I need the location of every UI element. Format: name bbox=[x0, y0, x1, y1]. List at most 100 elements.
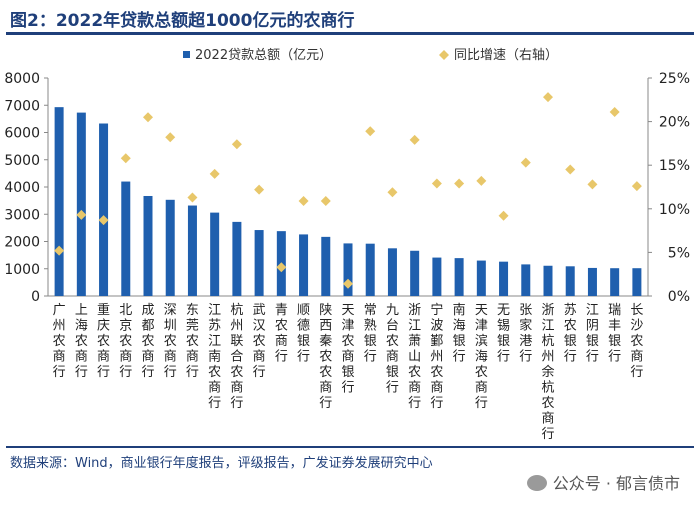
x-tick-label: 广州农商行 bbox=[53, 303, 66, 380]
bar bbox=[210, 212, 220, 296]
y-right-tick-label: 0% bbox=[668, 289, 690, 305]
growth-marker bbox=[498, 210, 509, 221]
growth-marker bbox=[365, 126, 376, 137]
y-left-tick-label: 7000 bbox=[4, 98, 40, 114]
bar bbox=[543, 265, 553, 296]
figure-title: 图2：2022年贷款总额超1000亿元的农商行 bbox=[10, 11, 355, 31]
growth-marker bbox=[431, 178, 442, 189]
x-tick-label: 瑞丰银行 bbox=[608, 303, 621, 365]
y-right-tick-label: 10% bbox=[659, 202, 690, 218]
growth-marker bbox=[520, 157, 531, 168]
x-tick-label: 长沙农商行 bbox=[630, 303, 643, 380]
bar bbox=[432, 257, 442, 296]
y-left-tick-label: 8000 bbox=[4, 71, 40, 87]
x-tick-label: 顺德银行 bbox=[297, 303, 310, 365]
bar bbox=[76, 112, 86, 296]
legend-marker-label: 同比增速（右轴） bbox=[454, 48, 558, 63]
growth-marker bbox=[631, 181, 642, 192]
x-tick-label: 成都农商行 bbox=[141, 303, 154, 380]
bar bbox=[121, 181, 131, 296]
x-tick-label: 东莞农商行 bbox=[186, 303, 199, 380]
x-tick-label: 上海农商行 bbox=[75, 303, 88, 380]
y-right-tick-label: 5% bbox=[668, 245, 690, 261]
y-right-tick-label: 15% bbox=[659, 158, 690, 174]
source-note: 数据来源：Wind，商业银行年度报告，评级报告，广发证券发展研究中心 bbox=[10, 456, 433, 471]
growth-marker bbox=[587, 179, 598, 190]
legend-marker-swatch bbox=[439, 50, 449, 60]
x-tick-label: 浙江杭州余杭农商行 bbox=[541, 303, 554, 442]
bar bbox=[387, 248, 397, 296]
watermark-text: 公众号 · 郁言债市 bbox=[552, 474, 680, 493]
x-tick-label: 杭州联合农商行 bbox=[230, 303, 243, 411]
growth-marker bbox=[565, 164, 576, 175]
bar bbox=[454, 258, 464, 296]
growth-marker bbox=[298, 195, 309, 206]
growth-marker bbox=[231, 139, 242, 150]
bar bbox=[99, 123, 109, 296]
growth-marker bbox=[143, 112, 153, 123]
growth-marker bbox=[76, 209, 87, 220]
x-tick-label: 江苏江南农商行 bbox=[208, 303, 221, 411]
growth-marker bbox=[276, 262, 287, 273]
growth-marker bbox=[254, 184, 265, 195]
bar bbox=[476, 260, 486, 296]
legend-bar-swatch bbox=[183, 51, 190, 58]
growth-marker bbox=[343, 278, 353, 289]
growth-marker bbox=[476, 175, 487, 186]
bar bbox=[254, 230, 264, 296]
y-left-tick-label: 4000 bbox=[4, 180, 40, 196]
bar bbox=[143, 195, 153, 296]
growth-marker bbox=[320, 195, 331, 206]
x-tick-label: 深圳农商行 bbox=[164, 303, 177, 380]
legend-bar-label: 2022贷款总额（亿元） bbox=[195, 48, 332, 63]
bar bbox=[410, 250, 420, 296]
x-tick-label: 浙江萧山农商行 bbox=[408, 303, 421, 411]
bar bbox=[610, 268, 620, 296]
growth-marker bbox=[120, 153, 131, 164]
x-tick-label: 江阴银行 bbox=[586, 303, 599, 365]
bar bbox=[499, 261, 509, 296]
bar bbox=[365, 243, 375, 296]
x-tick-label: 无锡银行 bbox=[497, 303, 510, 365]
x-tick-label: 青农商行 bbox=[275, 303, 288, 365]
y-left-tick-label: 1000 bbox=[4, 262, 40, 278]
bar bbox=[54, 107, 64, 296]
growth-marker bbox=[98, 215, 109, 226]
y-left-tick-label: 6000 bbox=[4, 126, 40, 142]
y-left-tick-label: 3000 bbox=[4, 207, 40, 223]
x-tick-label: 武汉农商行 bbox=[253, 303, 266, 380]
chart: 2022贷款总额（亿元） 同比增速（右轴） 0 1000 2000 3000 4000 500… bbox=[4, 48, 690, 442]
x-tick-label: 张家港行 bbox=[519, 303, 532, 365]
bottom-divider bbox=[6, 446, 694, 448]
bar bbox=[299, 234, 309, 296]
watermark: 公众号 · 郁言债市 bbox=[526, 470, 680, 494]
x-tick-label: 苏农银行 bbox=[564, 302, 577, 365]
bar bbox=[165, 199, 175, 296]
growth-marker bbox=[409, 134, 420, 145]
wechat-icon bbox=[526, 475, 547, 491]
bar bbox=[565, 266, 575, 296]
x-tick-label: 九台农商银行 bbox=[386, 303, 399, 396]
x-tick-label: 北京农商行 bbox=[119, 303, 132, 380]
bar bbox=[232, 221, 242, 296]
title-divider bbox=[6, 32, 694, 35]
x-tick-label: 常熟银行 bbox=[364, 303, 377, 365]
y-left-tick-label: 5000 bbox=[4, 153, 40, 169]
growth-marker bbox=[543, 92, 553, 103]
bar bbox=[521, 264, 531, 296]
x-tick-label: 南海银行 bbox=[453, 302, 466, 365]
y-right-tick-label: 25% bbox=[659, 71, 690, 87]
y-left-tick-label: 0 bbox=[31, 289, 40, 305]
x-tick-label: 宁波鄞州农商行 bbox=[430, 302, 443, 411]
growth-marker bbox=[454, 178, 465, 189]
growth-marker bbox=[609, 107, 620, 118]
x-tick-label: 天津滨海农商行 bbox=[475, 303, 488, 411]
bar bbox=[321, 236, 331, 296]
x-tick-label: 天津农商银行 bbox=[341, 303, 354, 396]
bar bbox=[187, 205, 197, 296]
y-right-tick-label: 20% bbox=[659, 115, 690, 131]
bar bbox=[587, 267, 597, 296]
growth-marker bbox=[187, 192, 198, 203]
y-left-tick-label: 2000 bbox=[4, 235, 40, 251]
growth-marker bbox=[165, 132, 176, 143]
